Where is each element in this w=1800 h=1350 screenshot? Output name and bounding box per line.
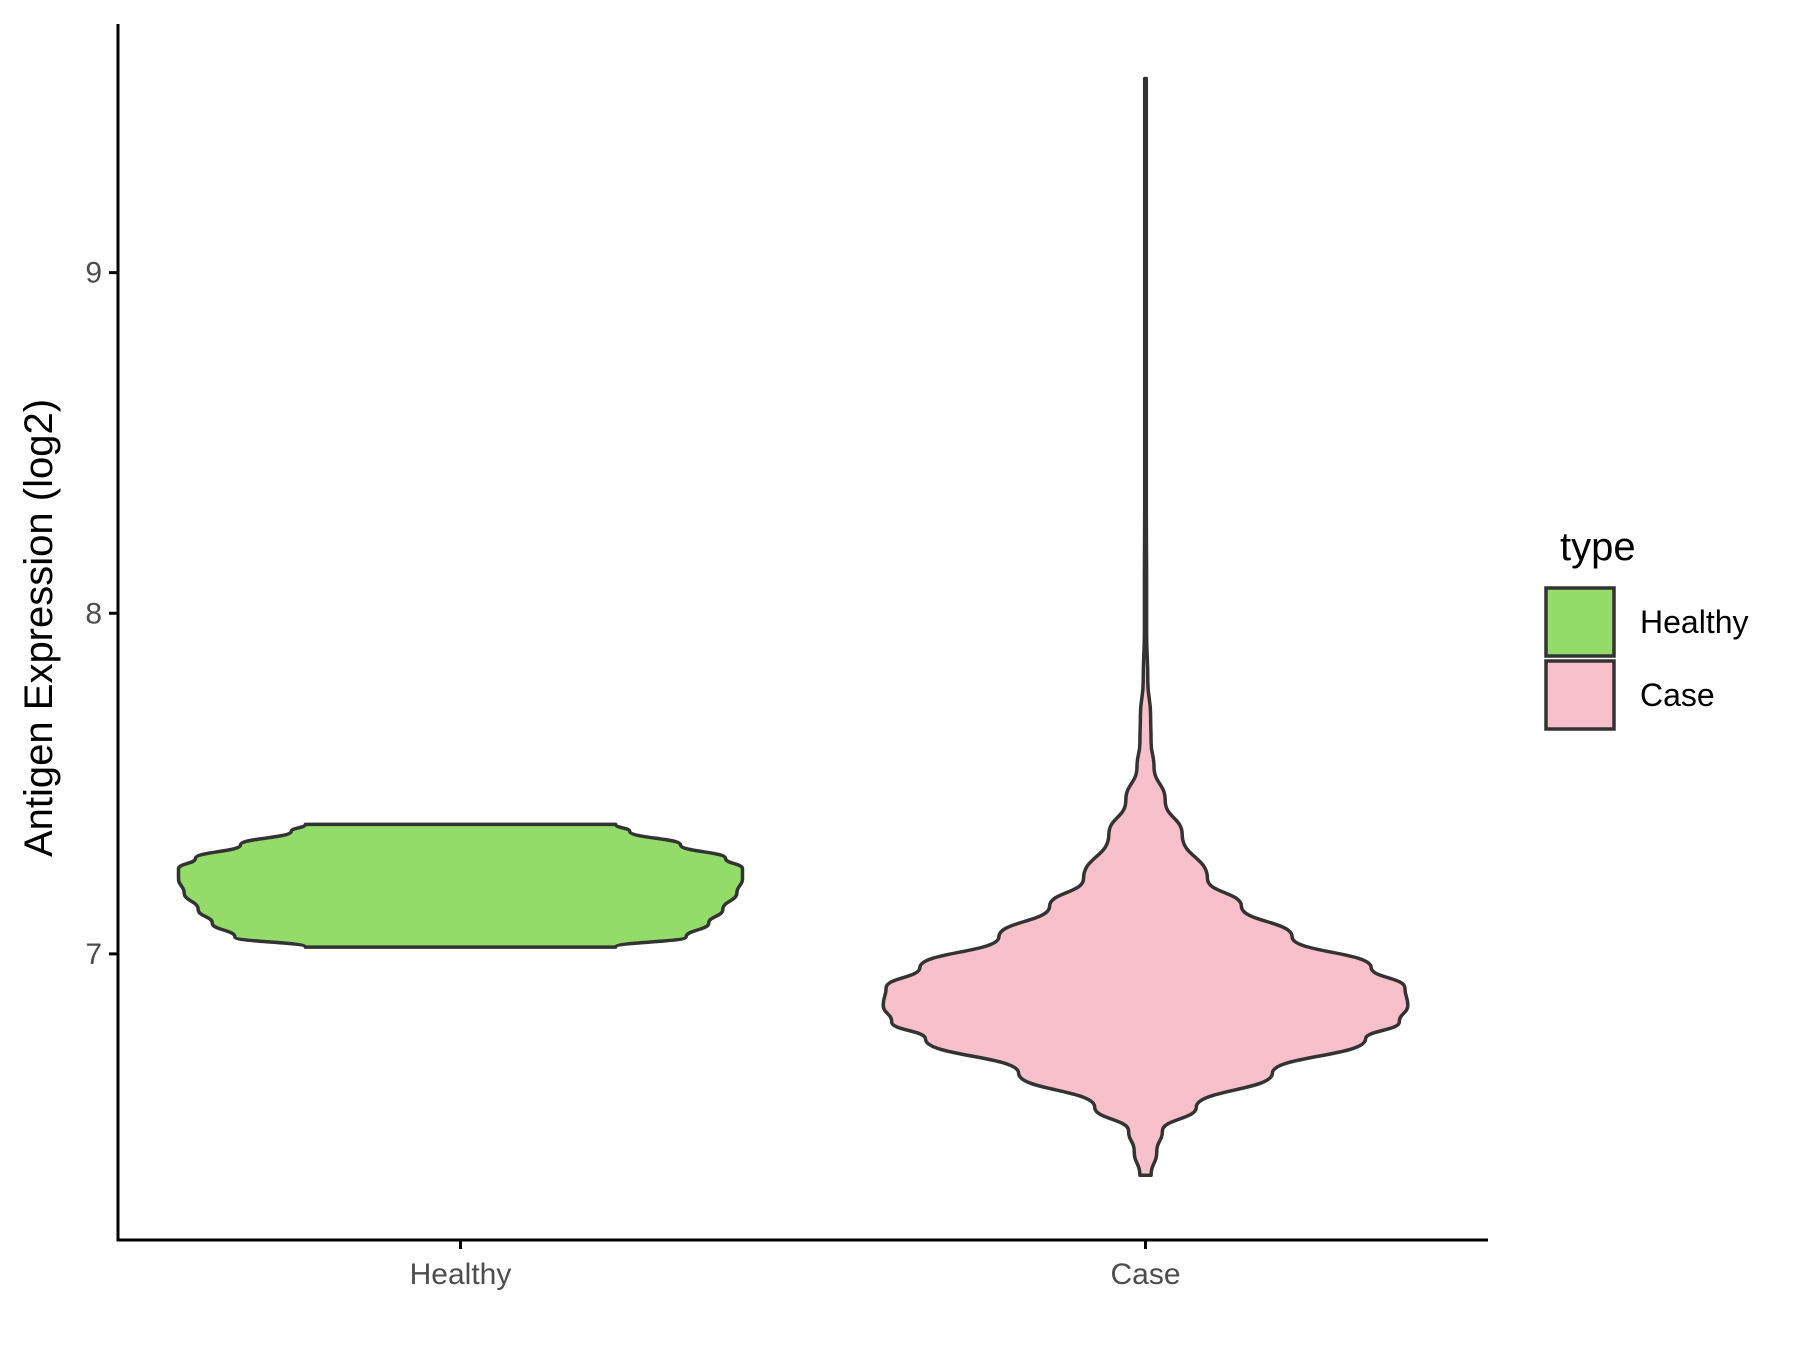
y-tick-label: 8 <box>85 597 102 630</box>
legend-key-case <box>1544 659 1616 731</box>
legend-title: type <box>1560 525 1636 569</box>
violin-case <box>881 76 1410 1178</box>
violin-healthy <box>176 822 745 949</box>
legend: type Healthy Case <box>1544 525 1749 731</box>
y-tick-label: 9 <box>85 257 102 290</box>
y-tick-label: 7 <box>85 938 102 971</box>
y-ticks: 7 8 9 <box>85 257 118 971</box>
x-tick-label: Healthy <box>410 1258 512 1291</box>
x-ticks: Healthy Case <box>410 1240 1181 1291</box>
legend-label-healthy: Healthy <box>1640 604 1749 640</box>
legend-label-case: Case <box>1640 677 1715 713</box>
axes <box>116 24 1488 1242</box>
y-axis-title: Antigen Expression (log2) <box>17 399 61 857</box>
plot-area <box>176 76 1410 1178</box>
legend-key-healthy <box>1544 586 1616 658</box>
x-tick-label: Case <box>1110 1258 1180 1291</box>
